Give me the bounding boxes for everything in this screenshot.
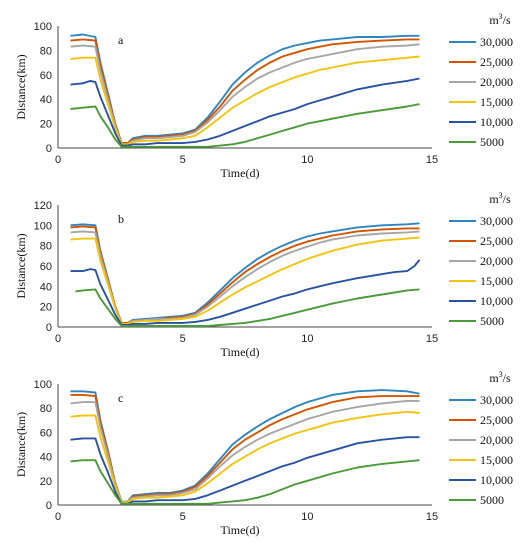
legend-label: 15,000 [480,95,513,109]
x-tick-label: 5 [180,333,186,345]
y-tick-label: 100 [34,379,52,391]
y-tick-label: 80 [40,241,52,253]
series-line-10000 [70,436,420,505]
y-tick-label: 40 [40,452,52,464]
chart-panel-a: 0 20 40 60 80 100 0 5 10 15 Time(d) Distance(km) a m3… [14,12,513,180]
legend-label: 10,000 [480,115,513,129]
legend-unit: m3/s [489,191,511,206]
series-line-20000 [70,43,420,146]
panel-letter: b [118,212,124,226]
y-tick-label: 20 [40,119,52,131]
legend: m3/s 30,000 25,000 20,000 15,000 10,000 5000 [449,370,513,507]
series-line-5000 [75,288,420,327]
legend-label: 20,000 [480,433,513,447]
legend-label: 20,000 [480,75,513,89]
x-tick-label: 0 [55,154,61,166]
legend-label: 15,000 [480,274,513,288]
series-line-25000 [70,393,420,503]
x-axis-title: Time(d) [221,345,260,359]
y-tick-label: 0 [46,322,52,334]
series-line-20000 [70,399,420,503]
legend-label: 15,000 [480,453,513,467]
x-tick-label: 5 [180,511,186,523]
legend-label: 30,000 [480,393,513,407]
legend-label: 30,000 [480,214,513,228]
series-line-25000 [70,38,420,145]
y-tick-label: 80 [40,403,52,415]
x-tick-label: 0 [55,511,61,523]
x-tick-label: 15 [426,333,438,345]
y-tick-label: 20 [40,302,52,314]
series-line-15000 [70,55,420,146]
series-line-30000 [70,389,420,503]
x-axis-title: Time(d) [221,166,260,180]
legend-label: 5000 [480,135,504,149]
y-axis-title: Distance(km) [14,412,28,477]
legend-unit: m3/s [489,12,511,27]
y-tick-label: 120 [34,200,52,212]
y-axis-title: Distance(km) [14,54,28,119]
y-tick-label: 60 [40,427,52,439]
series-line-10000 [70,77,420,147]
x-axis-title: Time(d) [221,523,260,537]
x-tick-label: 0 [55,333,61,345]
series-line-5000 [70,103,420,148]
x-tick-label: 5 [180,154,186,166]
y-tick-label: 60 [40,261,52,273]
series-line-20000 [70,230,420,325]
chart-panel-c: 0 20 40 60 80 100 0 5 10 15 Time(d) Distance(km) c m3… [14,370,513,537]
legend-label: 25,000 [480,413,513,427]
x-tick-label: 10 [301,154,313,166]
y-tick-label: 20 [40,476,52,488]
y-tick-label: 100 [34,220,52,232]
y-tick-label: 0 [46,143,52,155]
legend: m3/s 30,000 25,000 20,000 15,000 10,000 5000 [449,191,513,328]
series-line-5000 [70,459,420,505]
chart-panel-b: 0 20 40 60 80 100 120 0 5 10 15 Time(d) Distance(km)… [14,191,513,359]
y-tick-label: 100 [34,21,52,33]
panel-letter: a [118,33,124,47]
series-line-10000 [70,259,421,326]
y-tick-label: 40 [40,281,52,293]
y-tick-label: 40 [40,94,52,106]
series-line-15000 [70,236,420,325]
x-tick-label: 15 [426,154,438,166]
y-tick-label: 80 [40,45,52,57]
legend-label: 20,000 [480,254,513,268]
legend-label: 30,000 [480,35,513,49]
x-tick-label: 10 [301,333,313,345]
y-tick-label: 60 [40,70,52,82]
x-tick-label: 10 [301,511,313,523]
legend-label: 25,000 [480,55,513,69]
y-axis-title: Distance(km) [14,233,28,298]
legend-label: 25,000 [480,234,513,248]
legend-label: 5000 [480,314,504,328]
panel-letter: c [118,391,123,405]
legend-label: 10,000 [480,294,513,308]
x-tick-label: 15 [426,511,438,523]
legend: m3/s 30,000 25,000 20,000 15,000 10,000 5000 [449,12,513,149]
y-tick-label: 0 [46,500,52,512]
series-line-15000 [70,410,420,504]
legend-unit: m3/s [489,370,511,385]
legend-label: 5000 [480,493,504,507]
legend-label: 10,000 [480,473,513,487]
